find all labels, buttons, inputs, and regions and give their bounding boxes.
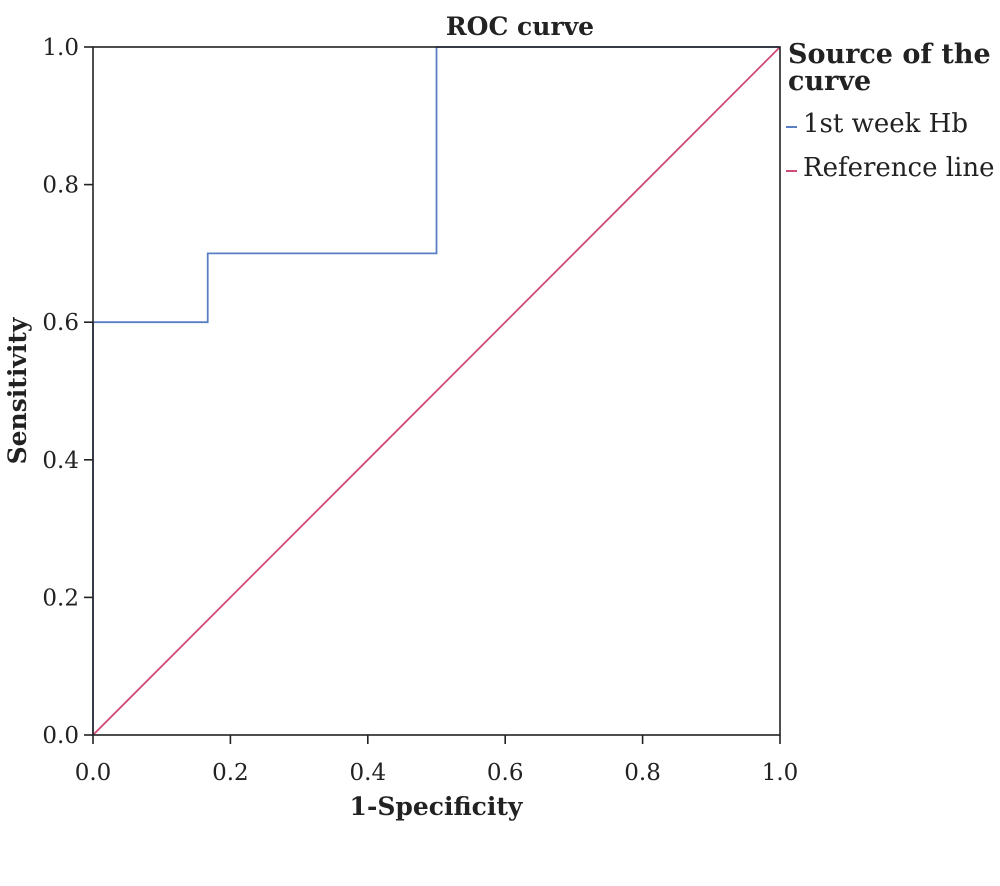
legend-title-line-2: curve xyxy=(788,66,871,97)
series-layer xyxy=(92,46,781,736)
legend-items: 1st week Hb Reference line xyxy=(786,109,995,183)
x-tick-label: 0.2 xyxy=(212,760,249,786)
x-tick-label: 0.8 xyxy=(624,760,661,786)
y-axis-ticks: 0.0 0.2 0.4 0.6 0.8 1.0 xyxy=(42,35,93,749)
x-tick-label: 0.4 xyxy=(350,760,387,786)
y-tick-label: 0.8 xyxy=(42,173,79,199)
y-axis-title: Sensitivity xyxy=(3,316,32,464)
y-tick-label: 0.6 xyxy=(42,310,79,336)
y-tick-label: 0.2 xyxy=(42,585,79,611)
x-axis-ticks: 0.0 0.2 0.4 0.6 0.8 1.0 xyxy=(75,735,799,786)
y-tick-label: 0.4 xyxy=(42,448,79,474)
y-tick-label: 0.0 xyxy=(42,723,79,749)
x-axis-title: 1-Specificity xyxy=(350,792,524,821)
legend-label: 1st week Hb xyxy=(803,109,968,139)
legend: Source of the curve 1st week Hb Reference… xyxy=(786,39,995,183)
x-tick-label: 0.0 xyxy=(75,760,112,786)
series-line-reference-line xyxy=(92,46,781,736)
chart-title: ROC curve xyxy=(446,12,594,41)
x-tick-label: 0.6 xyxy=(487,760,524,786)
plot-frame xyxy=(92,46,781,736)
legend-label: Reference line xyxy=(803,153,995,183)
y-tick-label: 1.0 xyxy=(42,35,79,61)
legend-title-line-1: Source of the xyxy=(788,39,991,70)
x-tick-label: 1.0 xyxy=(762,760,799,786)
